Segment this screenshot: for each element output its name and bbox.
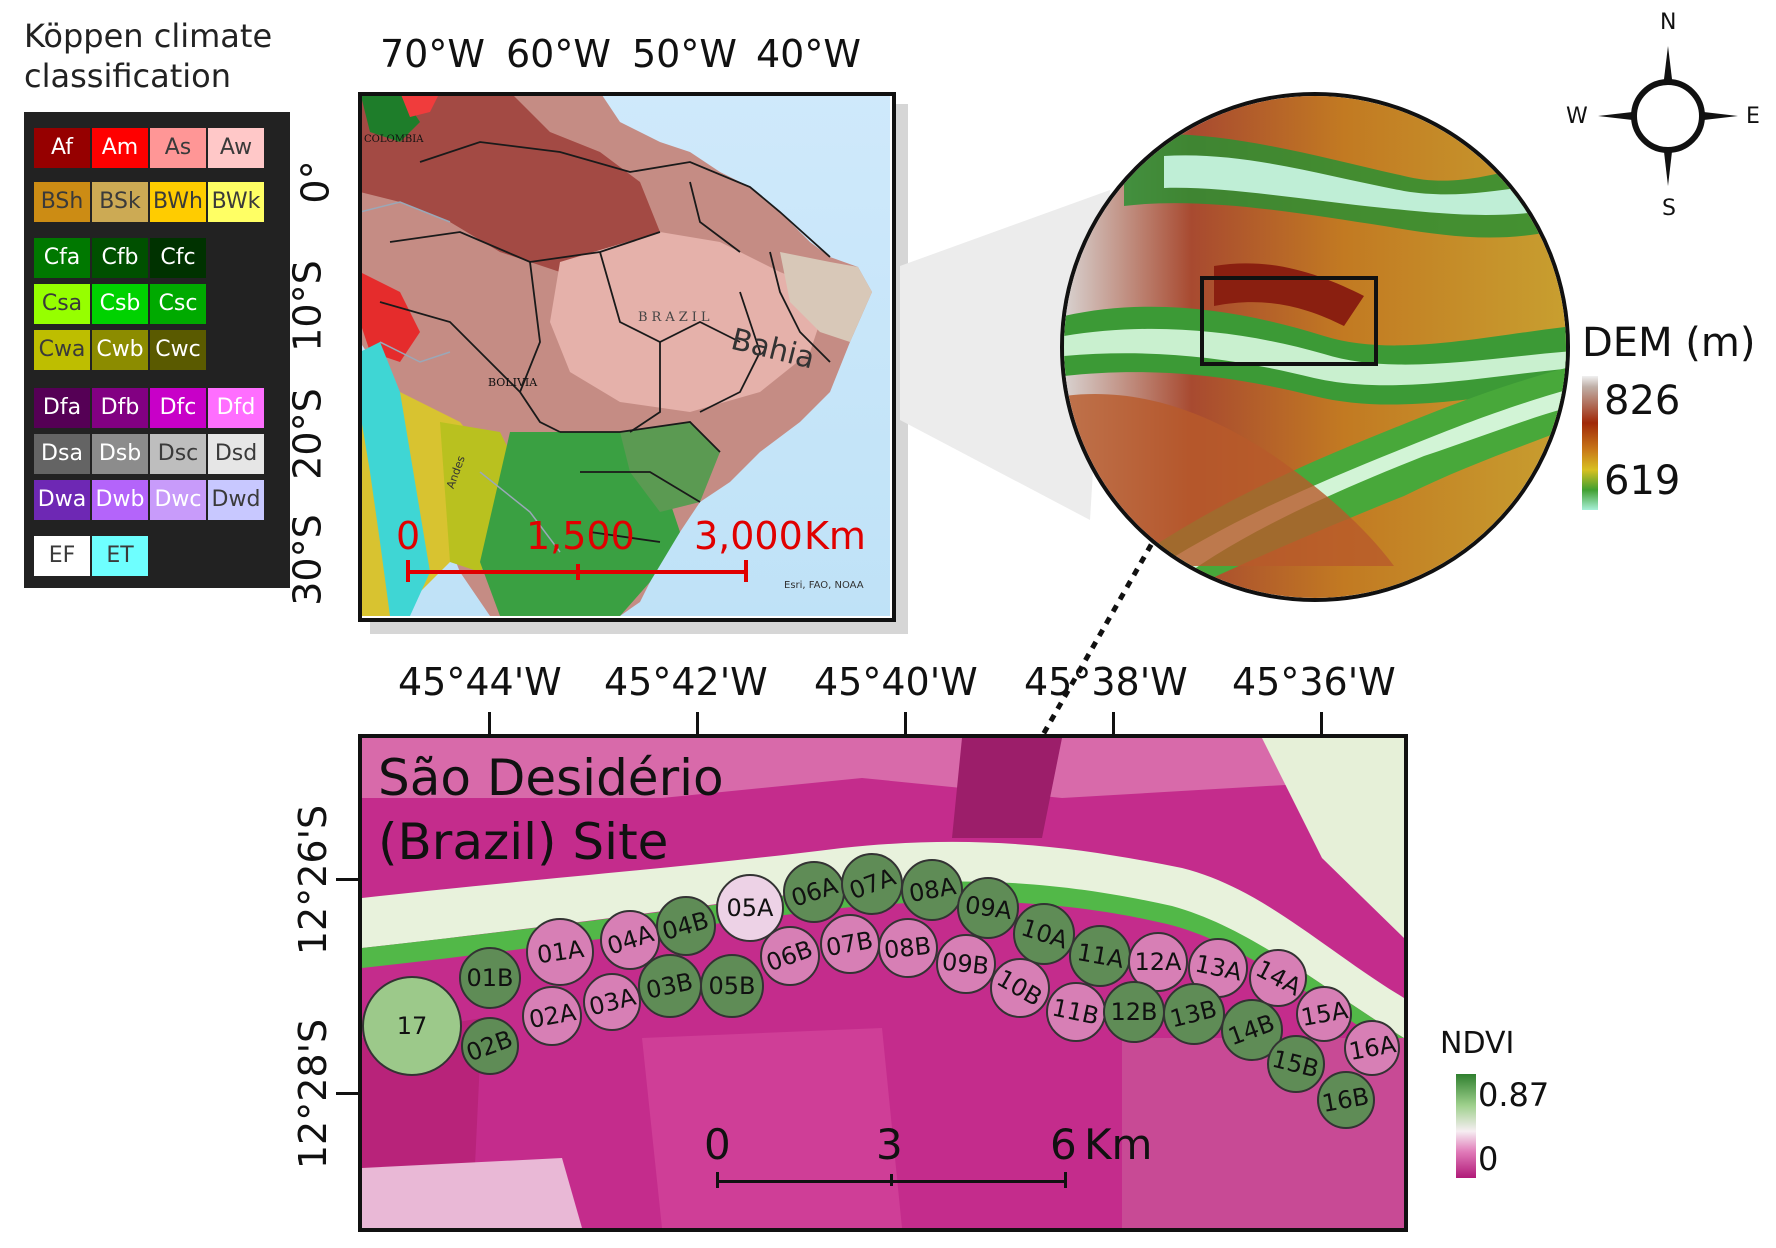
overview-scale-label-1: 1,500 [526, 514, 635, 558]
overview-map-frame [358, 92, 896, 622]
overview-map [359, 92, 890, 616]
site-lon-tick-1 [488, 712, 491, 734]
dem-focus-rectangle [1200, 276, 1378, 366]
dem-legend-max: 826 [1604, 378, 1681, 424]
site-lon-3: 45°40'W [814, 660, 978, 704]
overview-lon-70w: 70°W [380, 32, 485, 76]
koppen-class-cwb: Cwb [92, 330, 148, 370]
overview-lon-60w: 60°W [506, 32, 611, 76]
koppen-class-ef: EF [34, 536, 90, 576]
site-scale-tick-1 [890, 1174, 893, 1186]
koppen-class-csc: Csc [150, 284, 206, 324]
koppen-class-cfa: Cfa [34, 238, 90, 278]
compass-label-e: E [1746, 104, 1760, 129]
site-lat-tick-2 [336, 1092, 358, 1095]
overview-attribution: Esri, FAO, NOAA [784, 580, 864, 591]
ndvi-legend-max: 0.87 [1478, 1076, 1550, 1114]
ndvi-legend-colorbar [1456, 1074, 1476, 1178]
koppen-class-dwb: Dwb [92, 480, 148, 520]
dem-legend-colorbar [1582, 376, 1598, 510]
koppen-class-et: ET [92, 536, 148, 576]
koppen-legend-title-line2: classification [24, 57, 231, 95]
koppen-class-dfb: Dfb [92, 388, 148, 428]
koppen-class-csa: Csa [34, 284, 90, 324]
site-map-title: São Desidério (Brazil) Site [378, 746, 724, 874]
site-lon-tick-5 [1320, 712, 1323, 734]
koppen-class-dfa: Dfa [34, 388, 90, 428]
koppen-class-dwa: Dwa [34, 480, 90, 520]
site-lon-4: 45°38'W [1024, 660, 1188, 704]
koppen-legend-panel: Af Am As Aw BSh BSk BWh BWk Cfa Cfb Cfc Csa Csb Csc Cw… [24, 112, 290, 588]
ndvi-legend-min: 0 [1478, 1140, 1499, 1178]
site-lon-tick-2 [696, 712, 699, 734]
ndvi-legend-title: NDVI [1440, 1026, 1515, 1061]
overview-map-image [359, 92, 890, 616]
site-lon-tick-3 [904, 712, 907, 734]
dem-legend-min: 619 [1604, 458, 1681, 504]
koppen-class-bsh: BSh [34, 182, 90, 222]
dem-circle-image [1064, 96, 1566, 598]
koppen-class-dsb: Dsb [92, 434, 148, 474]
koppen-class-af: Af [34, 128, 90, 168]
site-lon-tick-4 [1112, 712, 1115, 734]
koppen-class-cwa: Cwa [34, 330, 90, 370]
overview-scale-label-0: 0 [396, 514, 421, 558]
site-scale-tick-0 [716, 1172, 719, 1188]
koppen-class-bwk: BWk [208, 182, 264, 222]
koppen-class-dsc: Dsc [150, 434, 206, 474]
site-scale-label-1: 3 [876, 1120, 903, 1169]
dem-circle-map [1060, 92, 1570, 602]
koppen-class-dsa: Dsa [34, 434, 90, 474]
site-map-title-line1: São Desidério [378, 749, 724, 807]
koppen-class-dsd: Dsd [208, 434, 264, 474]
compass-label-w: W [1566, 104, 1588, 129]
site-lat-tick-1 [336, 878, 358, 881]
site-lon-5: 45°36'W [1232, 660, 1396, 704]
compass-label-n: N [1660, 10, 1677, 35]
overview-lon-40w: 40°W [756, 32, 861, 76]
koppen-class-aw: Aw [208, 128, 264, 168]
site-lat-1: 12°26'S [291, 804, 336, 956]
overview-place-colombia: COLOMBIA [364, 134, 424, 145]
koppen-legend-title-line1: Köppen climate [24, 17, 273, 55]
koppen-class-bsk: BSk [92, 182, 148, 222]
koppen-class-dwc: Dwc [150, 480, 206, 520]
site-lat-2: 12°28'S [291, 1018, 336, 1170]
koppen-class-dfc: Dfc [150, 388, 206, 428]
overview-scale-tick-0 [406, 560, 410, 582]
site-map-title-line2: (Brazil) Site [378, 813, 669, 871]
site-lon-2: 45°42'W [604, 660, 768, 704]
koppen-class-csb: Csb [92, 284, 148, 324]
overview-scale-tick-2 [744, 560, 748, 582]
koppen-class-cwc: Cwc [150, 330, 206, 370]
north-arrow-compass-icon [1598, 46, 1738, 186]
overview-lon-50w: 50°W [632, 32, 737, 76]
overview-scale-label-2: 3,000 [694, 514, 803, 558]
overview-place-bolivia: BOLIVIA [488, 376, 538, 389]
koppen-class-cfc: Cfc [150, 238, 206, 278]
site-lon-1: 45°44'W [398, 660, 562, 704]
overview-place-brazil: BRAZIL [638, 310, 714, 325]
overview-scale-tick-1 [576, 564, 580, 580]
koppen-class-dfd: Dfd [208, 388, 264, 428]
overview-scale-unit: Km [804, 514, 866, 558]
koppen-class-dwd: Dwd [208, 480, 264, 520]
koppen-class-as: As [150, 128, 206, 168]
koppen-class-bwh: BWh [150, 182, 206, 222]
koppen-legend-title: Köppen climate classification [24, 16, 272, 96]
dem-legend-title: DEM (m) [1582, 320, 1756, 366]
koppen-class-cfb: Cfb [92, 238, 148, 278]
koppen-class-am: Am [92, 128, 148, 168]
site-scale-tick-2 [1064, 1172, 1067, 1188]
site-scale-label-2: 6 [1050, 1120, 1077, 1169]
site-scale-label-0: 0 [704, 1120, 731, 1169]
compass-label-s: S [1662, 196, 1676, 221]
site-scale-unit: Km [1084, 1120, 1153, 1169]
